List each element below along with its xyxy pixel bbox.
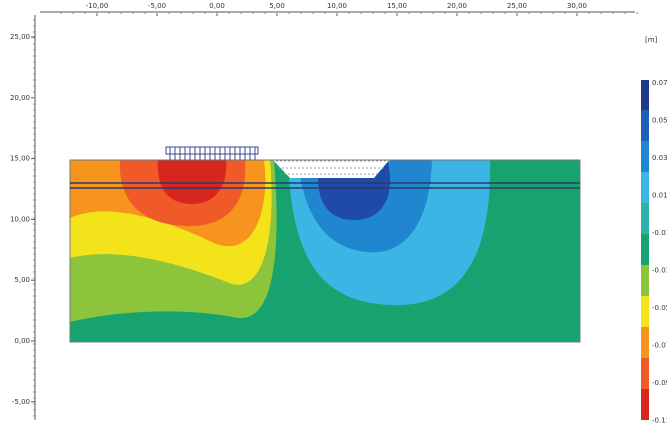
y-tick-label: 5,00 [14, 276, 30, 284]
legend-label: -0.03 [652, 267, 667, 275]
x-tick-label: 20,00 [447, 2, 467, 10]
legend-label: 0.07 [652, 79, 667, 87]
x-tick-label: 15,00 [387, 2, 407, 10]
legend-swatch [641, 234, 649, 265]
legend-swatch [641, 358, 649, 389]
y-tick-label: 25,00 [10, 33, 30, 41]
legend-swatch [641, 265, 649, 296]
contour-zone [157, 160, 227, 204]
legend-label: -0.07 [652, 342, 667, 350]
y-tick-label: 10,00 [10, 215, 30, 223]
load-box [165, 146, 259, 155]
x-tick-label: 25,00 [507, 2, 527, 10]
legend-swatch [641, 327, 649, 358]
legend: [m] [641, 36, 658, 420]
legend-swatch [641, 80, 649, 110]
x-tick-label: 5,00 [269, 2, 285, 10]
legend-label: 0.05 [652, 117, 667, 125]
legend-swatch [641, 141, 649, 172]
legend-swatch [641, 296, 649, 327]
y-tick-label: 15,00 [10, 155, 30, 163]
y-tick-label: 0,00 [14, 337, 30, 345]
legend-label: -0.05 [652, 304, 667, 312]
legend-label: -0.09 [652, 379, 667, 387]
boundary [69, 159, 581, 343]
legend-swatch [641, 172, 649, 203]
legend-label: -0.11 [652, 417, 667, 425]
legend-swatch [641, 203, 649, 234]
x-tick-label: 30,00 [567, 2, 587, 10]
contour-zone [318, 162, 391, 220]
load-arrows [169, 147, 256, 160]
excavation-line [272, 160, 390, 175]
model [69, 146, 581, 343]
legend-label: 0.03 [652, 154, 667, 162]
y-tick-label: 20,00 [10, 94, 30, 102]
legend-swatch [641, 389, 649, 420]
x-tick-label: -5,00 [148, 2, 166, 10]
x-tick-label: 10,00 [327, 2, 347, 10]
legend-label: -0.01 [652, 229, 667, 237]
x-tick-label: 0,00 [209, 2, 225, 10]
legend-swatch [641, 110, 649, 141]
x-tick-label: -10,00 [86, 2, 109, 10]
surface-load [165, 146, 259, 160]
legend-label: 0.01 [652, 192, 667, 200]
y-tick-label: -5,00 [12, 398, 30, 406]
legend-unit: [m] [645, 36, 658, 44]
